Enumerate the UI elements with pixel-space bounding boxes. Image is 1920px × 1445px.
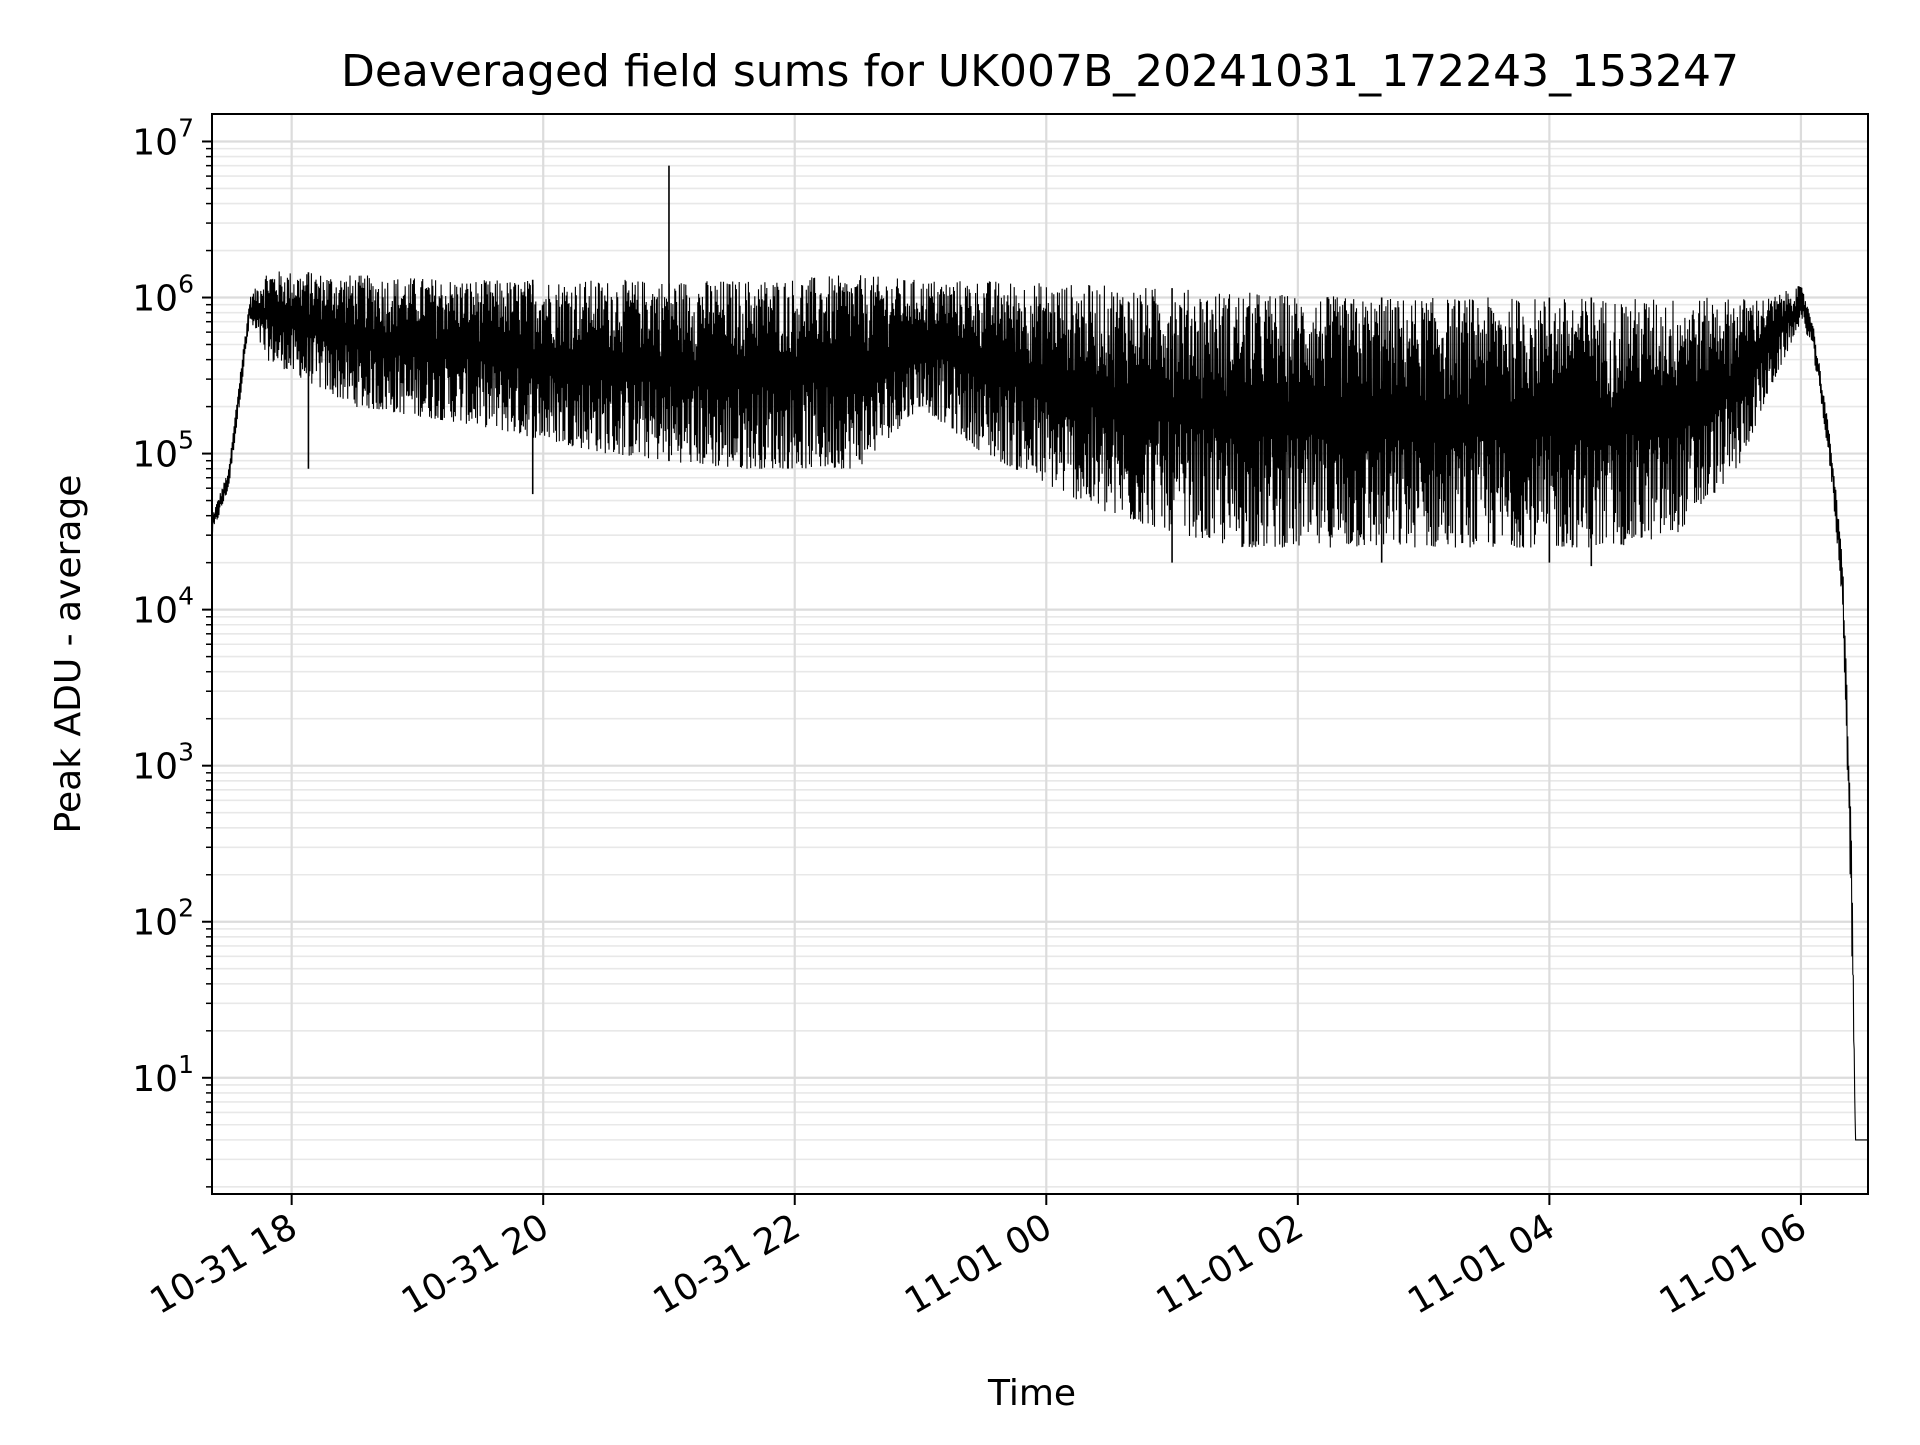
chart-title: Deaveraged field sums for UK007B_2024103… bbox=[341, 46, 1739, 97]
y-tick-label: 103 bbox=[132, 738, 194, 788]
x-axis-label: Time bbox=[987, 1373, 1076, 1414]
y-tick-label: 104 bbox=[132, 582, 194, 632]
y-tick-label: 102 bbox=[132, 894, 194, 944]
plot-frame bbox=[211, 113, 1869, 1195]
y-tick-label: 106 bbox=[132, 270, 194, 320]
data-layer bbox=[211, 165, 1868, 1141]
y-tick-label: 105 bbox=[132, 426, 194, 476]
y-tick-label: 101 bbox=[132, 1050, 194, 1100]
y-tick-label: 107 bbox=[132, 113, 194, 163]
y-axis-label: Peak ADU - average bbox=[48, 475, 89, 834]
